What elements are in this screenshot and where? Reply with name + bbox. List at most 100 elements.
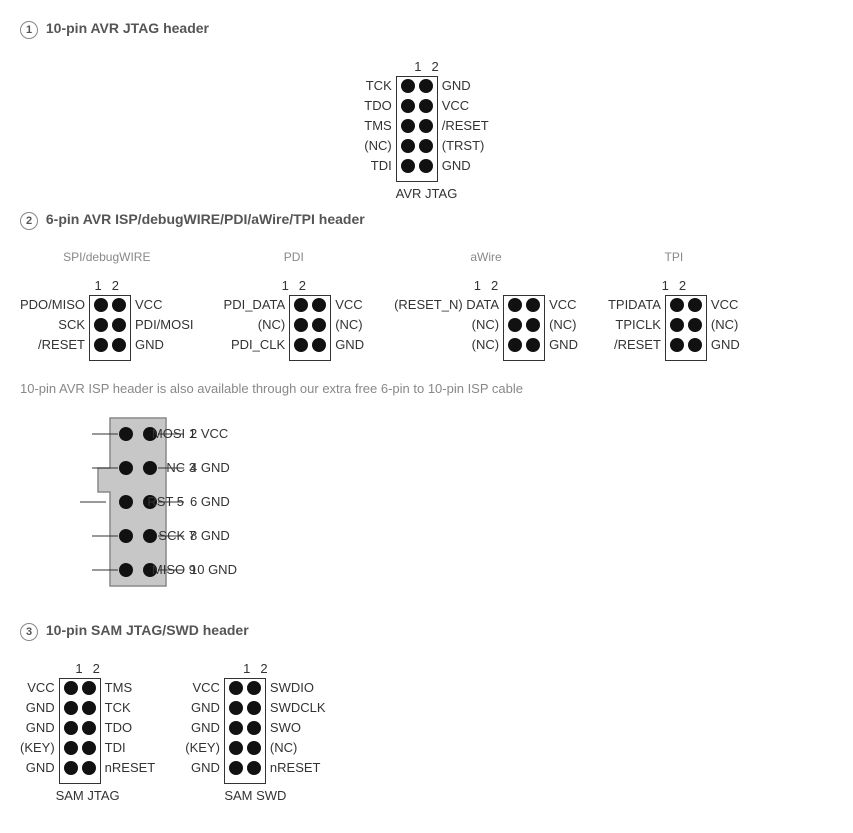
pinout-diagram: TPI12TPIDATATPICLK/RESETVCC(NC)GND — [608, 250, 740, 361]
isp-right-label: 4 GND — [190, 460, 230, 475]
section-1-number: 1 — [20, 21, 38, 39]
pin-dot — [401, 119, 415, 133]
pin-label: TMS — [364, 116, 391, 136]
pin-dot — [64, 741, 78, 755]
isp-right-label: 2 VCC — [190, 426, 228, 441]
pin-dot — [688, 338, 702, 352]
left-labels: VCCGNDGND(KEY)GND — [20, 678, 55, 778]
section-3-number: 3 — [20, 623, 38, 641]
pin-label: TPIDATA — [608, 295, 661, 315]
pin-box — [503, 295, 545, 361]
pin-dot — [82, 681, 96, 695]
pin-label: PDI_CLK — [224, 335, 286, 355]
pin-dot — [94, 338, 108, 352]
pin-label: GND — [20, 698, 55, 718]
pin-dot — [229, 761, 243, 775]
pin-label: (NC) — [394, 315, 499, 335]
pin-label: nRESET — [105, 758, 156, 778]
pin-box — [224, 678, 266, 784]
isp-right-label: 8 GND — [190, 528, 230, 543]
left-labels: TCKTDOTMS(NC)TDI — [364, 76, 391, 176]
pin-dot — [82, 721, 96, 735]
pin-dot — [94, 318, 108, 332]
left-labels: VCCGNDGND(KEY)GND — [185, 678, 220, 778]
pin-label: VCC — [185, 678, 220, 698]
pin-dot — [312, 298, 326, 312]
pin-label: GND — [20, 718, 55, 738]
pin-label: TDO — [364, 96, 391, 116]
pin-label: TDO — [105, 718, 156, 738]
pin-dot — [247, 681, 261, 695]
section-3-title: 3 10-pin SAM JTAG/SWD header — [20, 622, 833, 641]
pin-grid: PDO/MISOSCK/RESETVCCPDI/MOSIGND — [20, 295, 194, 361]
column-numbers: 12 — [243, 661, 267, 676]
pin-dot — [294, 338, 308, 352]
pin-label: TPICLK — [608, 315, 661, 335]
pin-label: nRESET — [270, 758, 326, 778]
pin-dot — [229, 701, 243, 715]
pin-dot — [64, 681, 78, 695]
pin-dot — [508, 318, 522, 332]
pin-label: /RESET — [442, 116, 489, 136]
pin-label: SWDCLK — [270, 698, 326, 718]
pin-label: GND — [135, 335, 194, 355]
pinout-subtitle: PDI — [284, 250, 304, 264]
pin-label: SWDIO — [270, 678, 326, 698]
pin-dot — [94, 298, 108, 312]
pin-label: (NC) — [270, 738, 326, 758]
pin-label: VCC — [135, 295, 194, 315]
pin-dot — [526, 298, 540, 312]
pin-grid: VCCGNDGND(KEY)GND TMSTCKTDOTDInRESET — [20, 678, 155, 784]
column-numbers: 12 — [75, 661, 99, 676]
pin-grid: PDI_DATA(NC)PDI_CLKVCC(NC)GND — [224, 295, 365, 361]
pin-label: (NC) — [394, 335, 499, 355]
pin-label: TMS — [105, 678, 156, 698]
pin-dot — [419, 159, 433, 173]
pinout-subtitle: SPI/debugWIRE — [63, 250, 150, 264]
section-1-title: 1 10-pin AVR JTAG header — [20, 20, 833, 39]
pin-label: /RESET — [608, 335, 661, 355]
pin-label: SWO — [270, 718, 326, 738]
pin-dot — [419, 119, 433, 133]
pin-dot — [508, 298, 522, 312]
pin-label: GND — [549, 335, 578, 355]
pin-dot — [526, 318, 540, 332]
pin-dot — [419, 79, 433, 93]
section-1-diagram: 12TCKTDOTMS(NC)TDIGNDVCC/RESET(TRST)GNDA… — [20, 59, 833, 201]
pin-grid: (RESET_N) DATA(NC)(NC)VCC(NC)GND — [394, 295, 578, 361]
pin-label: GND — [20, 758, 55, 778]
pin-dot — [229, 721, 243, 735]
pin-label: PDI_DATA — [224, 295, 286, 315]
pin-dot — [112, 298, 126, 312]
pin-label: TCK — [105, 698, 156, 718]
pin-dot — [312, 338, 326, 352]
pin-grid: VCCGNDGND(KEY)GND SWDIOSWDCLKSWO(NC)nRESE… — [185, 678, 325, 784]
pin-dot — [247, 701, 261, 715]
pinout-diagram: 12 VCCGNDGND(KEY)GND TMSTCKTDOTDInRESET SAM… — [20, 661, 155, 803]
column-numbers: 12 — [474, 278, 498, 293]
pin-grid: TCKTDOTMS(NC)TDIGNDVCC/RESET(TRST)GND — [364, 76, 488, 182]
pin-label: VCC — [711, 295, 740, 315]
pin-dot — [82, 701, 96, 715]
pin-label: VCC — [549, 295, 578, 315]
pin-label: GND — [442, 156, 489, 176]
section-3-text: 10-pin SAM JTAG/SWD header — [46, 622, 249, 638]
footer-label: SAM JTAG — [56, 788, 120, 803]
pin-label: GND — [335, 335, 364, 355]
pin-dot — [64, 701, 78, 715]
pin-dot — [419, 99, 433, 113]
section-3-diagrams: 12VCCGNDGND(KEY)GNDTMSTCKTDOTDInRESETSAM… — [20, 661, 833, 803]
right-labels: TMSTCKTDOTDInRESET — [105, 678, 156, 778]
pinout-diagram: aWire 12 (RESET_N) DATA(NC)(NC)VCC(NC)GND — [394, 250, 578, 361]
pin-label: PDI/MOSI — [135, 315, 194, 335]
isp-10pin-diagram: MOSI 1NC 3RST 5SCK 7MISO 92 VCC4 GND6 GN… — [40, 412, 340, 592]
pin-label: (NC) — [711, 315, 740, 335]
pin-label: (TRST) — [442, 136, 489, 156]
pin-label: GND — [442, 76, 489, 96]
section-2-title: 2 6-pin AVR ISP/debugWIRE/PDI/aWire/TPI … — [20, 211, 833, 230]
pin-label: TDI — [105, 738, 156, 758]
pinout-subtitle: aWire — [470, 250, 501, 264]
pin-dot — [229, 681, 243, 695]
right-labels: VCC(NC)GND — [549, 295, 578, 355]
pin-label: (NC) — [549, 315, 578, 335]
